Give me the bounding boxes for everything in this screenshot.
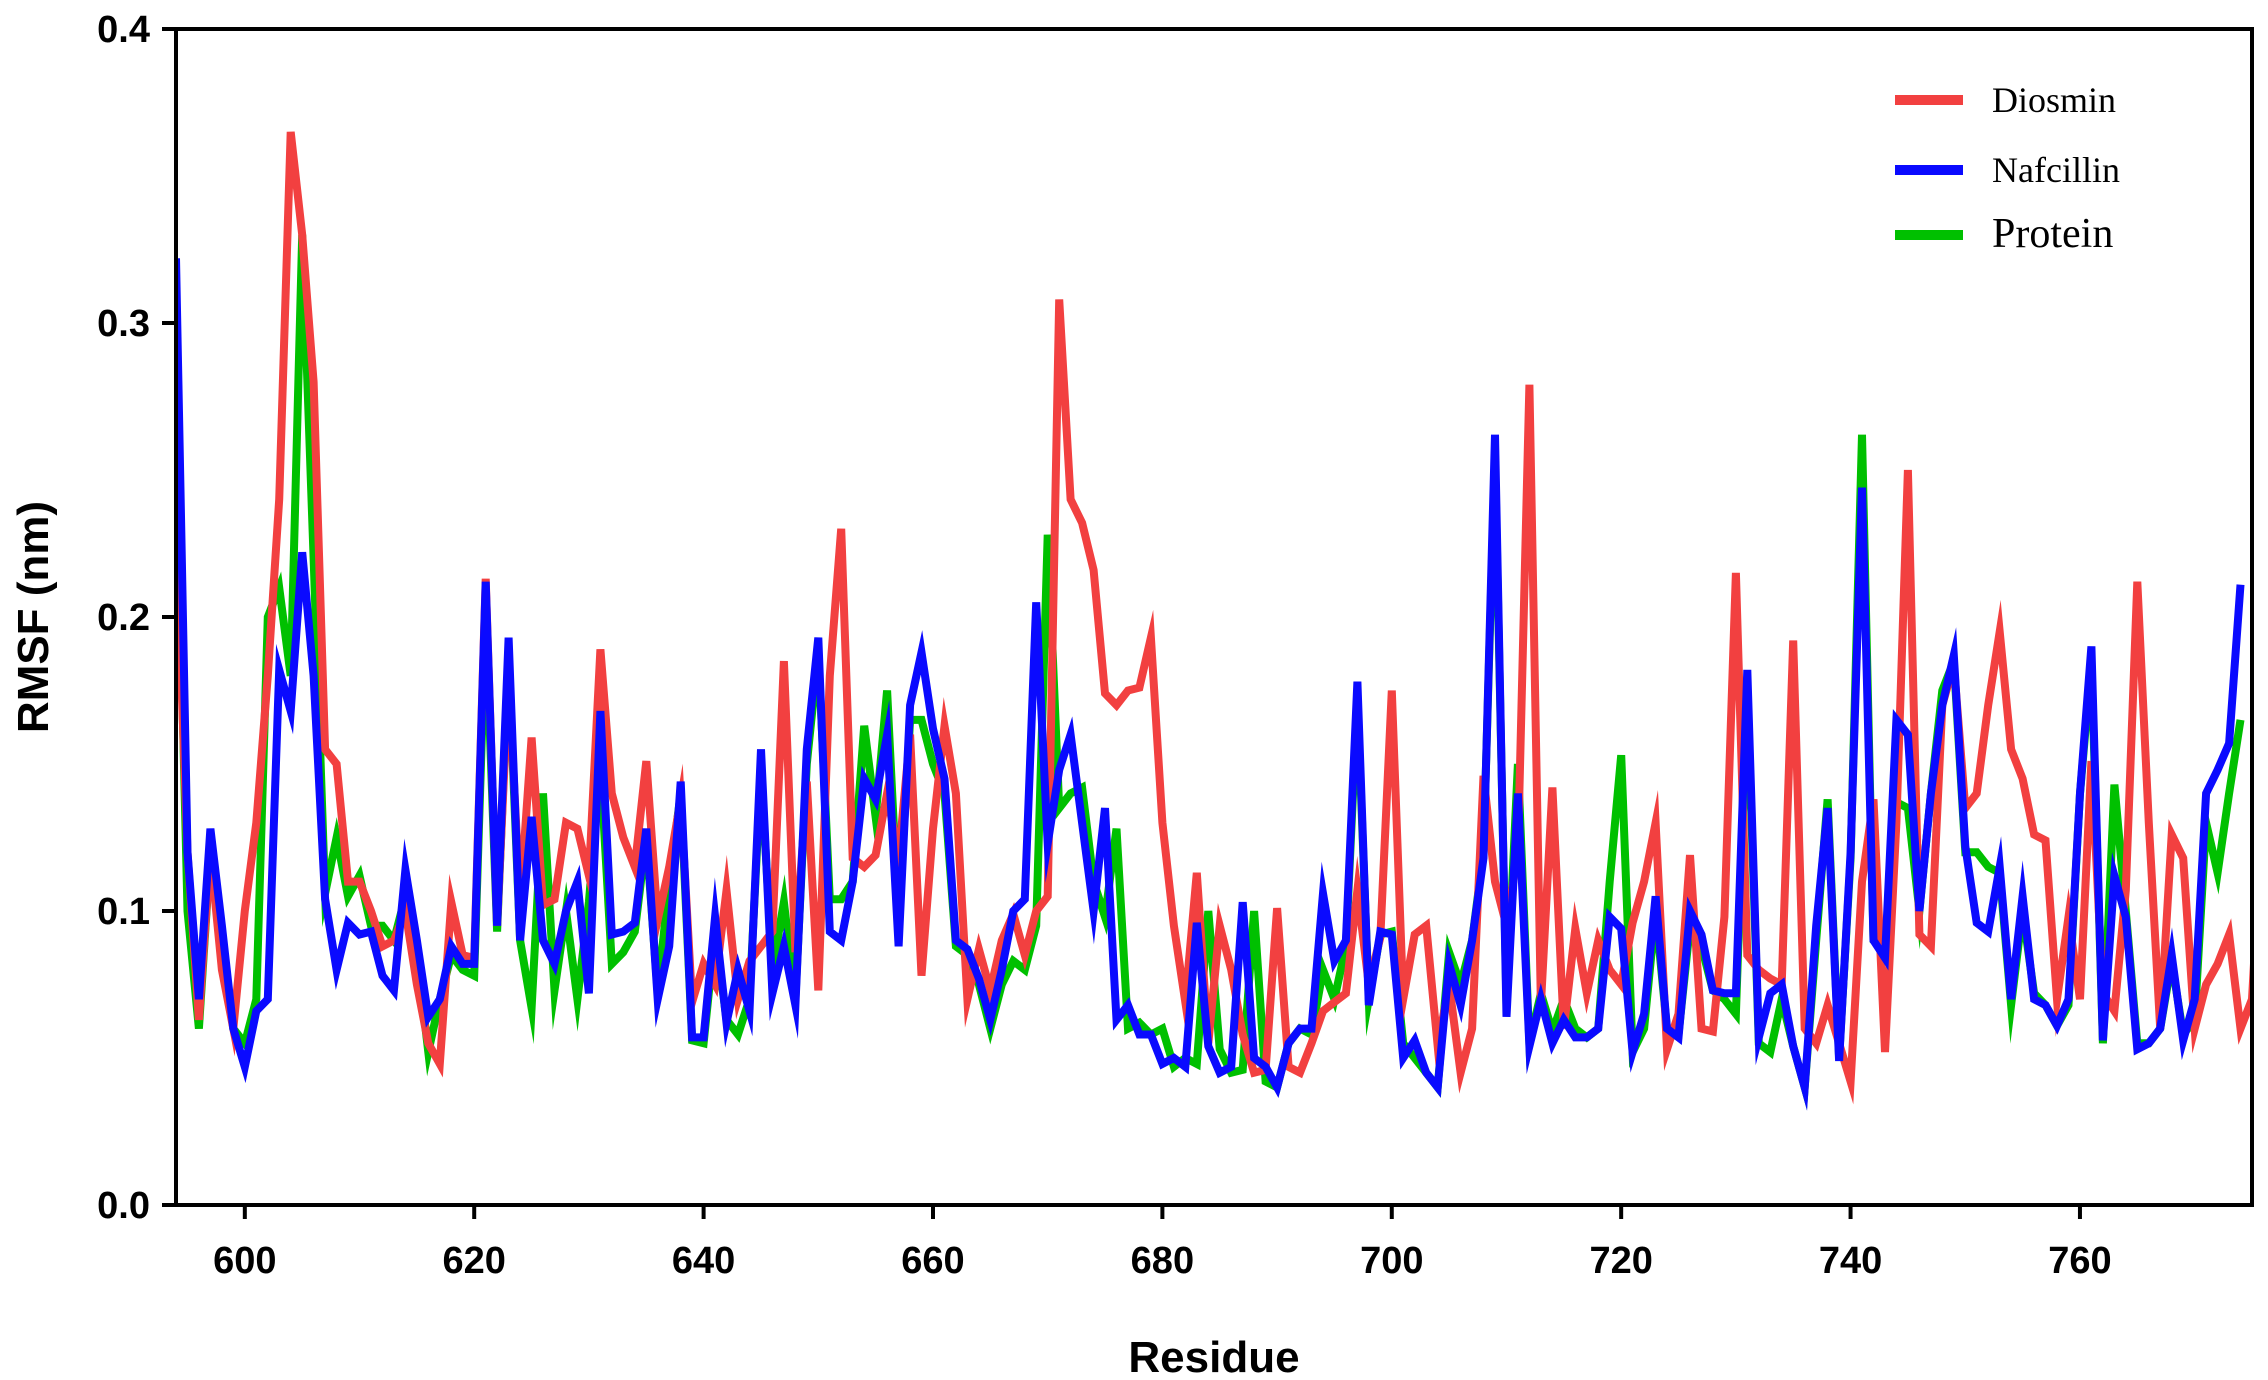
x-tick-label: 620	[443, 1240, 506, 1282]
ticks-layer: 600 620 640 660 680 700 720 740 760 0.0 0.1 0.2 0.3 0…	[97, 9, 2111, 1282]
x-tick-label: 600	[213, 1240, 276, 1282]
series-layer	[176, 131, 2252, 1111]
x-tick-label: 660	[901, 1240, 964, 1282]
legend: Diosmin Nafcillin Protein	[1895, 80, 2120, 257]
series-line-nafcillin	[176, 258, 2245, 1111]
x-tick-label: 760	[2048, 1240, 2111, 1282]
x-tick-label: 720	[1589, 1240, 1652, 1282]
y-tick-label: 0.4	[97, 9, 150, 51]
x-tick-label: 740	[1819, 1240, 1882, 1282]
y-tick-label: 0.0	[97, 1185, 150, 1227]
y-tick-label: 0.3	[97, 303, 150, 345]
x-tick-label: 700	[1360, 1240, 1423, 1282]
x-axis-title: Residue	[1128, 1333, 1299, 1380]
x-tick-label: 680	[1131, 1240, 1194, 1282]
legend-label-nafcillin: Nafcillin	[1992, 150, 2120, 190]
y-tick-label: 0.1	[97, 891, 150, 933]
x-tick-label: 640	[672, 1240, 735, 1282]
legend-label-protein: Protein	[1992, 211, 2113, 257]
y-axis-title: RMSF (nm)	[9, 501, 58, 733]
y-tick-label: 0.2	[97, 597, 150, 639]
legend-label-diosmin: Diosmin	[1992, 80, 2116, 120]
